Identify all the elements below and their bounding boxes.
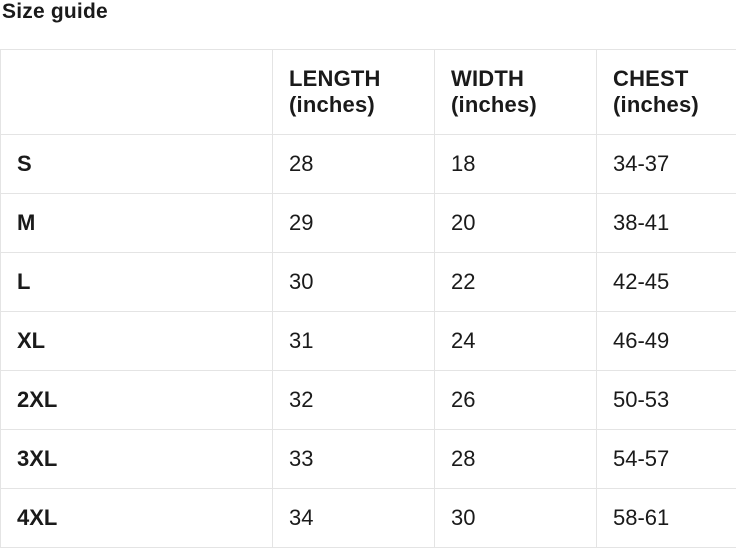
chest-cell: 58-61 — [596, 488, 736, 548]
chest-cell: 54-57 — [596, 429, 736, 489]
chest-cell: 34-37 — [596, 134, 736, 194]
table-row: M 29 20 38-41 — [0, 193, 736, 253]
table-row: 3XL 33 28 54-57 — [0, 429, 736, 489]
size-label-cell: M — [0, 193, 273, 253]
width-cell: 18 — [434, 134, 597, 194]
width-cell: 28 — [434, 429, 597, 489]
column-header-size — [0, 49, 273, 135]
column-header-chest: CHEST (inches) — [596, 49, 736, 135]
length-cell: 30 — [272, 252, 435, 312]
width-cell: 26 — [434, 370, 597, 430]
chest-cell: 38-41 — [596, 193, 736, 253]
table-row: L 30 22 42-45 — [0, 252, 736, 312]
length-cell: 32 — [272, 370, 435, 430]
size-label-cell: 3XL — [0, 429, 273, 489]
chest-cell: 50-53 — [596, 370, 736, 430]
size-guide-table: LENGTH (inches) WIDTH (inches) CHEST (in… — [0, 49, 736, 548]
width-cell: 22 — [434, 252, 597, 312]
width-cell: 30 — [434, 488, 597, 548]
table-row: S 28 18 34-37 — [0, 134, 736, 194]
width-cell: 24 — [434, 311, 597, 371]
table-row: XL 31 24 46-49 — [0, 311, 736, 371]
length-cell: 31 — [272, 311, 435, 371]
size-label-cell: XL — [0, 311, 273, 371]
width-cell: 20 — [434, 193, 597, 253]
page-title: Size guide — [2, 0, 108, 23]
table-header: LENGTH (inches) WIDTH (inches) CHEST (in… — [0, 49, 736, 135]
length-cell: 34 — [272, 488, 435, 548]
length-cell: 29 — [272, 193, 435, 253]
header-row: LENGTH (inches) WIDTH (inches) CHEST (in… — [0, 49, 736, 135]
column-header-length: LENGTH (inches) — [272, 49, 435, 135]
table-body: S 28 18 34-37 M 29 20 38-41 L 30 22 42-4… — [0, 134, 736, 548]
length-cell: 33 — [272, 429, 435, 489]
column-header-width: WIDTH (inches) — [434, 49, 597, 135]
table-row: 4XL 34 30 58-61 — [0, 488, 736, 548]
chest-cell: 46-49 — [596, 311, 736, 371]
size-label-cell: 4XL — [0, 488, 273, 548]
table-row: 2XL 32 26 50-53 — [0, 370, 736, 430]
size-label-cell: 2XL — [0, 370, 273, 430]
chest-cell: 42-45 — [596, 252, 736, 312]
length-cell: 28 — [272, 134, 435, 194]
size-label-cell: L — [0, 252, 273, 312]
size-label-cell: S — [0, 134, 273, 194]
